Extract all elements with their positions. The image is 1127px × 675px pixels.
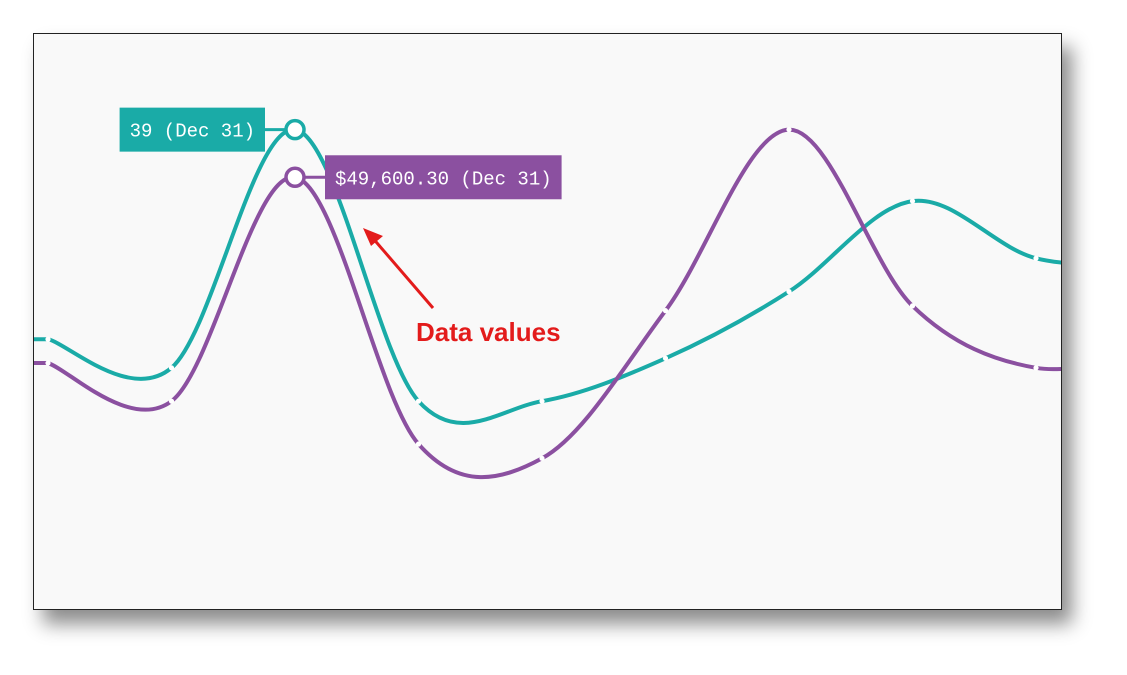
annotation-label: Data values (416, 317, 561, 347)
callout-teal-text: 39 (Dec 31) (130, 121, 255, 143)
series-2-line (34, 127, 1061, 480)
data-point-1-1 (45, 336, 51, 342)
data-point-2-7 (786, 127, 792, 133)
data-point-1-8 (909, 198, 916, 204)
data-point-1-7 (786, 289, 792, 295)
data-point-2-1 (45, 360, 51, 366)
data-point-1-4 (415, 398, 422, 404)
callout-teal-box (119, 107, 265, 152)
data-point-2-4 (415, 441, 422, 447)
data-point-2-5 (539, 455, 545, 461)
data-point-1-2 (168, 365, 175, 371)
data-point-1-5 (539, 398, 545, 404)
data-point-1-6 (662, 355, 669, 361)
callout-purple-box (325, 155, 562, 200)
series-2 (34, 127, 1061, 480)
data-point-2-6 (662, 308, 669, 314)
data-point-2-2 (168, 398, 175, 404)
data-point-2-8 (909, 303, 916, 309)
annotation-arrow-head (363, 228, 383, 246)
chart-panel: 39 (Dec 31) $49,600.30 (Dec 31) (33, 33, 1062, 610)
callout-purple-text: $49,600.30 (Dec 31) (335, 168, 552, 190)
data-point-1-9 (1033, 255, 1039, 261)
line-chart: 39 (Dec 31) $49,600.30 (Dec 31) (34, 107, 1061, 480)
annotation-arrow-shaft (369, 235, 435, 309)
data-point-2-9 (1033, 365, 1039, 371)
